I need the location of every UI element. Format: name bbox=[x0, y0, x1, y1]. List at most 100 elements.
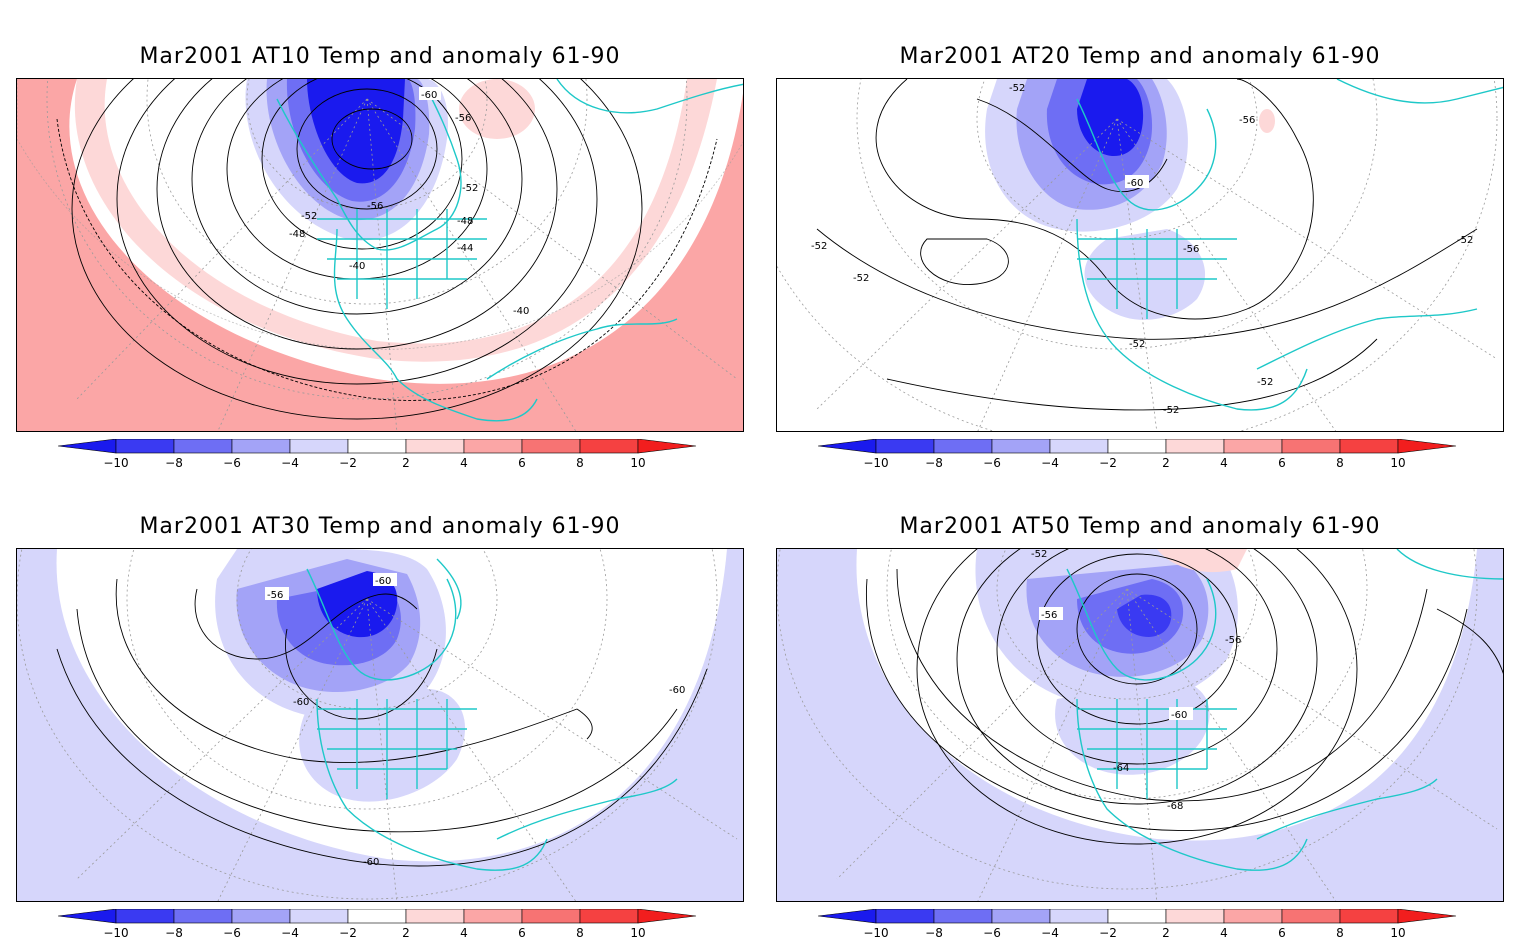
map-frame: -52 -56 -60 -56 -52 -52 -52 -52 -52 -52 bbox=[776, 78, 1504, 432]
contour-label: -52 bbox=[1031, 549, 1047, 560]
temperature-contours bbox=[816, 79, 1478, 411]
colorbar-tick-label: −2 bbox=[339, 926, 357, 940]
colorbar-segment bbox=[579, 909, 639, 924]
contour-label: -56 bbox=[1041, 610, 1057, 621]
contour-label: -60 bbox=[669, 685, 685, 696]
panel-title: Mar2001 AT20 Temp and anomaly 61-90 bbox=[899, 44, 1381, 69]
colorbar-tick-label: −2 bbox=[1099, 456, 1117, 470]
contour-label: -52 bbox=[811, 241, 827, 252]
colorbar-segment bbox=[579, 439, 639, 454]
colorbar-segment bbox=[463, 439, 523, 454]
colorbar-segment bbox=[1281, 439, 1341, 454]
contour-label: -48 bbox=[457, 216, 473, 227]
panel-title: Mar2001 AT30 Temp and anomaly 61-90 bbox=[139, 514, 621, 539]
colorbar-tick-label: 8 bbox=[576, 926, 584, 940]
contour-label: -56 bbox=[1225, 635, 1241, 646]
contour-label: -60 bbox=[421, 90, 437, 101]
colorbar-tick-label: 8 bbox=[1336, 456, 1344, 470]
colorbar-tick-label: −10 bbox=[863, 926, 888, 940]
colorbar-segment bbox=[1223, 439, 1283, 454]
coastlines bbox=[1076, 79, 1503, 411]
contour-label: -56 bbox=[267, 590, 283, 601]
colorbar-segment bbox=[1107, 909, 1167, 924]
colorbar-tick-label: −10 bbox=[103, 926, 128, 940]
colorbar-segment bbox=[405, 909, 465, 924]
map-panel-at20: Mar2001 AT20 Temp and anomaly 61-90 bbox=[760, 0, 1520, 470]
colorbar-tick-label: 10 bbox=[630, 456, 645, 470]
map-frame: -60 -56 -52 -52 -56 -48 -48 -44 -40 -40 bbox=[16, 78, 744, 432]
colorbar-segment bbox=[173, 909, 233, 924]
colorbar: −10 −8 −6 −4 −2 2 4 6 8 10 bbox=[58, 909, 697, 940]
colorbar-segment bbox=[521, 909, 581, 924]
contour-label: -52 bbox=[462, 183, 478, 194]
colorbar-tick-label: −2 bbox=[1099, 926, 1117, 940]
colorbar-tick-label: −10 bbox=[103, 456, 128, 470]
colorbar-tick-label: −6 bbox=[223, 456, 241, 470]
colorbar-segment bbox=[1339, 909, 1399, 924]
contour-label: -68 bbox=[1167, 801, 1183, 812]
colorbar-segment bbox=[1223, 909, 1283, 924]
colorbar-segment bbox=[933, 439, 993, 454]
colorbar-segment bbox=[1107, 439, 1167, 454]
colorbar-tick-label: −4 bbox=[1041, 926, 1059, 940]
colorbar-segment bbox=[115, 909, 175, 924]
colorbar-segment bbox=[405, 439, 465, 454]
contour-label: -52 bbox=[853, 273, 869, 284]
map-plot: -52 -56 -60 -56 -52 -52 -52 -52 -52 -52 bbox=[777, 79, 1503, 431]
colorbar-tick-label: 4 bbox=[1220, 926, 1228, 940]
colorbar-segment bbox=[347, 909, 407, 924]
colorbar: −10 −8 −6 −4 −2 2 4 6 8 10 bbox=[58, 439, 697, 470]
contour-label: -52 bbox=[1009, 83, 1025, 94]
colorbar-tick-label: −8 bbox=[925, 456, 943, 470]
colorbar-segment bbox=[231, 909, 291, 924]
contour-label: -48 bbox=[289, 229, 305, 240]
contour-label: -60 bbox=[1171, 710, 1187, 721]
contour-labels: -52 -56 -60 -56 -52 -52 -52 -52 -52 -52 bbox=[811, 83, 1473, 416]
contour-label: -60 bbox=[363, 857, 379, 868]
colorbar-segment bbox=[347, 439, 407, 454]
colorbar-arrow-low bbox=[818, 439, 877, 454]
colorbar-tick-label: −4 bbox=[281, 926, 299, 940]
colorbar-tick-label: 6 bbox=[1278, 456, 1286, 470]
panel-title: Mar2001 AT10 Temp and anomaly 61-90 bbox=[139, 44, 621, 69]
contour-label: -60 bbox=[1127, 178, 1143, 189]
colorbar-segment bbox=[1049, 909, 1109, 924]
colorbar-segment bbox=[1165, 439, 1225, 454]
contour-label: -52 bbox=[1163, 405, 1179, 416]
colorbar-segment bbox=[289, 439, 349, 454]
colorbar-segment bbox=[521, 439, 581, 454]
coastlines bbox=[306, 558, 678, 871]
temperature-contours bbox=[865, 549, 1503, 845]
colorbar: −10 −8 −6 −4 −2 2 4 6 8 10 bbox=[818, 909, 1457, 940]
colorbar-tick-label: 8 bbox=[576, 456, 584, 470]
map-plot: -60 -56 -60 -60 -60 bbox=[17, 549, 743, 901]
colorbar-tick-label: −10 bbox=[863, 456, 888, 470]
colorbar-tick-label: 4 bbox=[460, 926, 468, 940]
colorbar-segment bbox=[231, 439, 291, 454]
colorbar-tick-label: −4 bbox=[281, 456, 299, 470]
colorbar-segment bbox=[1281, 909, 1341, 924]
colorbar-arrow-low bbox=[58, 909, 117, 924]
contour-label: -64 bbox=[1113, 763, 1129, 774]
map-plot: -52 -56 -56 -60 -64 -68 bbox=[777, 549, 1503, 901]
colorbar-tick-label: −4 bbox=[1041, 456, 1059, 470]
contour-label: -56 bbox=[1239, 115, 1255, 126]
contour-label: -40 bbox=[513, 306, 529, 317]
colorbar-tick-label: −6 bbox=[983, 926, 1001, 940]
contour-label: -52 bbox=[1129, 339, 1145, 350]
colorbar-arrow-low bbox=[818, 909, 877, 924]
anomaly-positive-ring-outer bbox=[17, 79, 743, 431]
contour-label: -60 bbox=[293, 697, 309, 708]
contour-label: -52 bbox=[1457, 235, 1473, 246]
contour-labels: -60 -56 -52 -52 -56 -48 -48 -44 -40 -40 bbox=[289, 87, 529, 317]
colorbar-tick-label: −8 bbox=[925, 926, 943, 940]
colorbar-segment bbox=[875, 909, 935, 924]
colorbar-tick-label: −8 bbox=[165, 926, 183, 940]
coastlines bbox=[1066, 549, 1503, 871]
contour-label: -56 bbox=[1183, 244, 1199, 255]
colorbar-segment bbox=[875, 439, 935, 454]
colorbar-tick-label: 2 bbox=[402, 456, 410, 470]
colorbar-tick-label: 2 bbox=[402, 926, 410, 940]
colorbar-tick-label: −6 bbox=[223, 926, 241, 940]
graticule bbox=[17, 549, 738, 901]
